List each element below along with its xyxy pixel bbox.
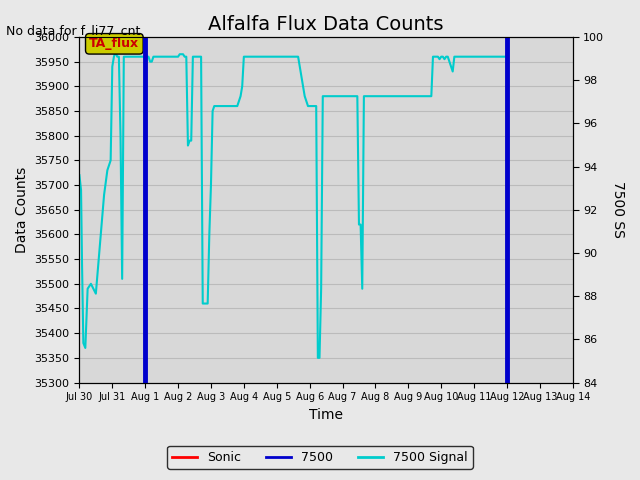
Title: Alfalfa Flux Data Counts: Alfalfa Flux Data Counts [209, 15, 444, 34]
Legend: Sonic, 7500, 7500 Signal: Sonic, 7500, 7500 Signal [167, 446, 473, 469]
Text: TA_flux: TA_flux [89, 37, 140, 50]
Y-axis label: 7500 SS: 7500 SS [611, 181, 625, 238]
Text: No data for f_li77_cnt: No data for f_li77_cnt [6, 24, 141, 37]
X-axis label: Time: Time [309, 408, 343, 422]
Y-axis label: Data Counts: Data Counts [15, 167, 29, 253]
